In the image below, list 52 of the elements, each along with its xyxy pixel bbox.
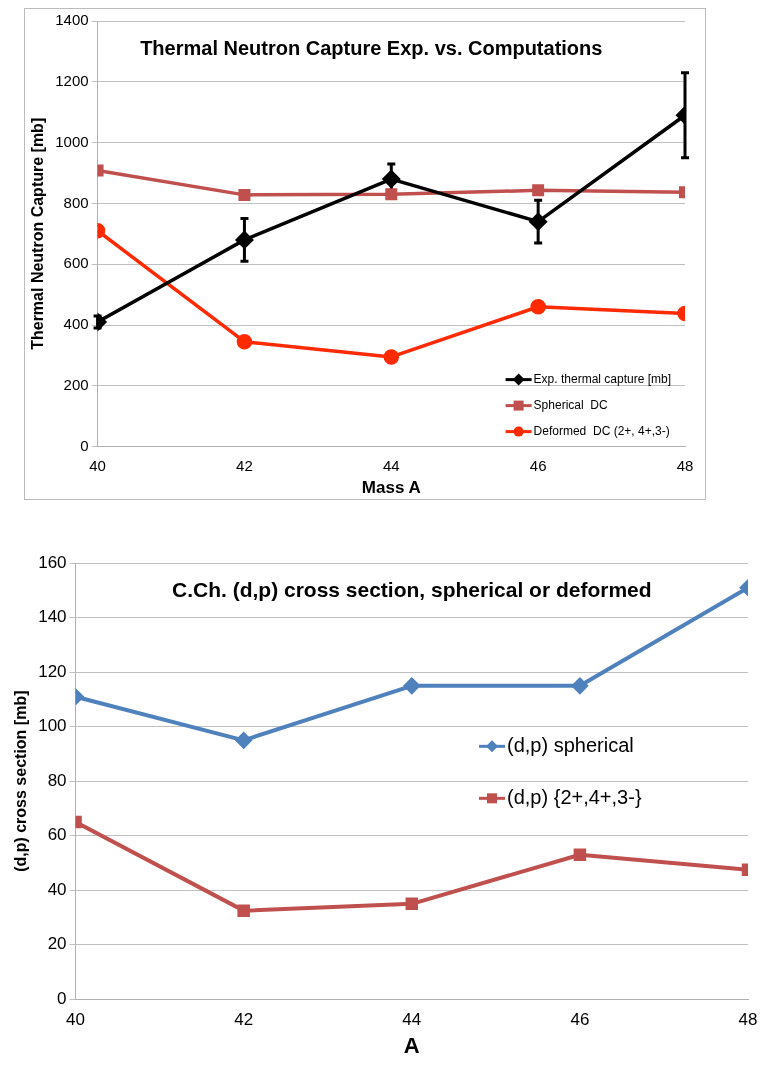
point [405, 897, 419, 911]
legend-label: (d,p) {2+,4+,3-} [507, 785, 642, 808]
y-axis-title: Thermal Neutron Capture [mb] [29, 117, 47, 350]
y-tick-label: 20 [47, 934, 67, 954]
y-tick-label: 0 [80, 436, 89, 454]
y-tick-label: 40 [47, 879, 67, 899]
y-tick-label: 200 [63, 375, 89, 393]
point [382, 170, 401, 188]
y-tick-label: 60 [47, 825, 67, 845]
point [383, 349, 400, 365]
y-tick-label: 80 [47, 770, 67, 790]
legend-label: (d,p) spherical [507, 733, 634, 756]
point [532, 184, 545, 197]
y-tick-label: 120 [38, 661, 67, 681]
y-tick-label: 1200 [55, 71, 89, 89]
x-axis-title: Mass A [361, 478, 421, 498]
point [571, 677, 588, 694]
y-tick-label: 800 [63, 193, 89, 211]
x-tick-label: 42 [234, 1010, 254, 1030]
point [529, 212, 547, 231]
point [235, 732, 252, 749]
y-tick-label: 0 [57, 988, 67, 1008]
x-tick-label: 40 [89, 456, 106, 474]
point [237, 904, 250, 917]
point [238, 188, 251, 201]
point [235, 231, 254, 249]
legend-label: Deformed DC (2+, 4+,3-) [533, 423, 670, 438]
y-tick-label: 600 [63, 254, 89, 272]
point [530, 299, 546, 315]
x-tick-label: 48 [676, 456, 694, 474]
x-tick-label: 44 [382, 456, 400, 474]
y-tick-label: 400 [63, 315, 89, 333]
y-tick-label: 160 [38, 552, 67, 572]
y-axis-title: (d,p) cross section [mb] [12, 690, 30, 872]
x-tick-label: 42 [236, 456, 253, 474]
point [573, 848, 587, 862]
point [403, 677, 420, 694]
y-tick-label: 1000 [55, 132, 89, 150]
y-tick-label: 1400 [55, 11, 89, 29]
x-tick-label: 46 [570, 1010, 590, 1030]
legend-label: Spherical DC [533, 397, 608, 412]
y-tick-label: 140 [38, 607, 67, 627]
x-axis-title: A [403, 1032, 420, 1058]
x-tick-label: 46 [529, 456, 547, 474]
x-tick-label: 44 [402, 1010, 422, 1030]
x-tick-label: 48 [738, 1010, 758, 1030]
text: C.Ch. (d,p) cross section, spherical or deformed [171, 578, 652, 601]
point [385, 188, 398, 201]
text: Thermal Neutron Capture Exp. vs. Computations [140, 36, 603, 59]
point [236, 333, 253, 350]
legend-label: Exp. thermal capture [mb] [533, 371, 671, 386]
y-tick-label: 100 [38, 716, 67, 736]
